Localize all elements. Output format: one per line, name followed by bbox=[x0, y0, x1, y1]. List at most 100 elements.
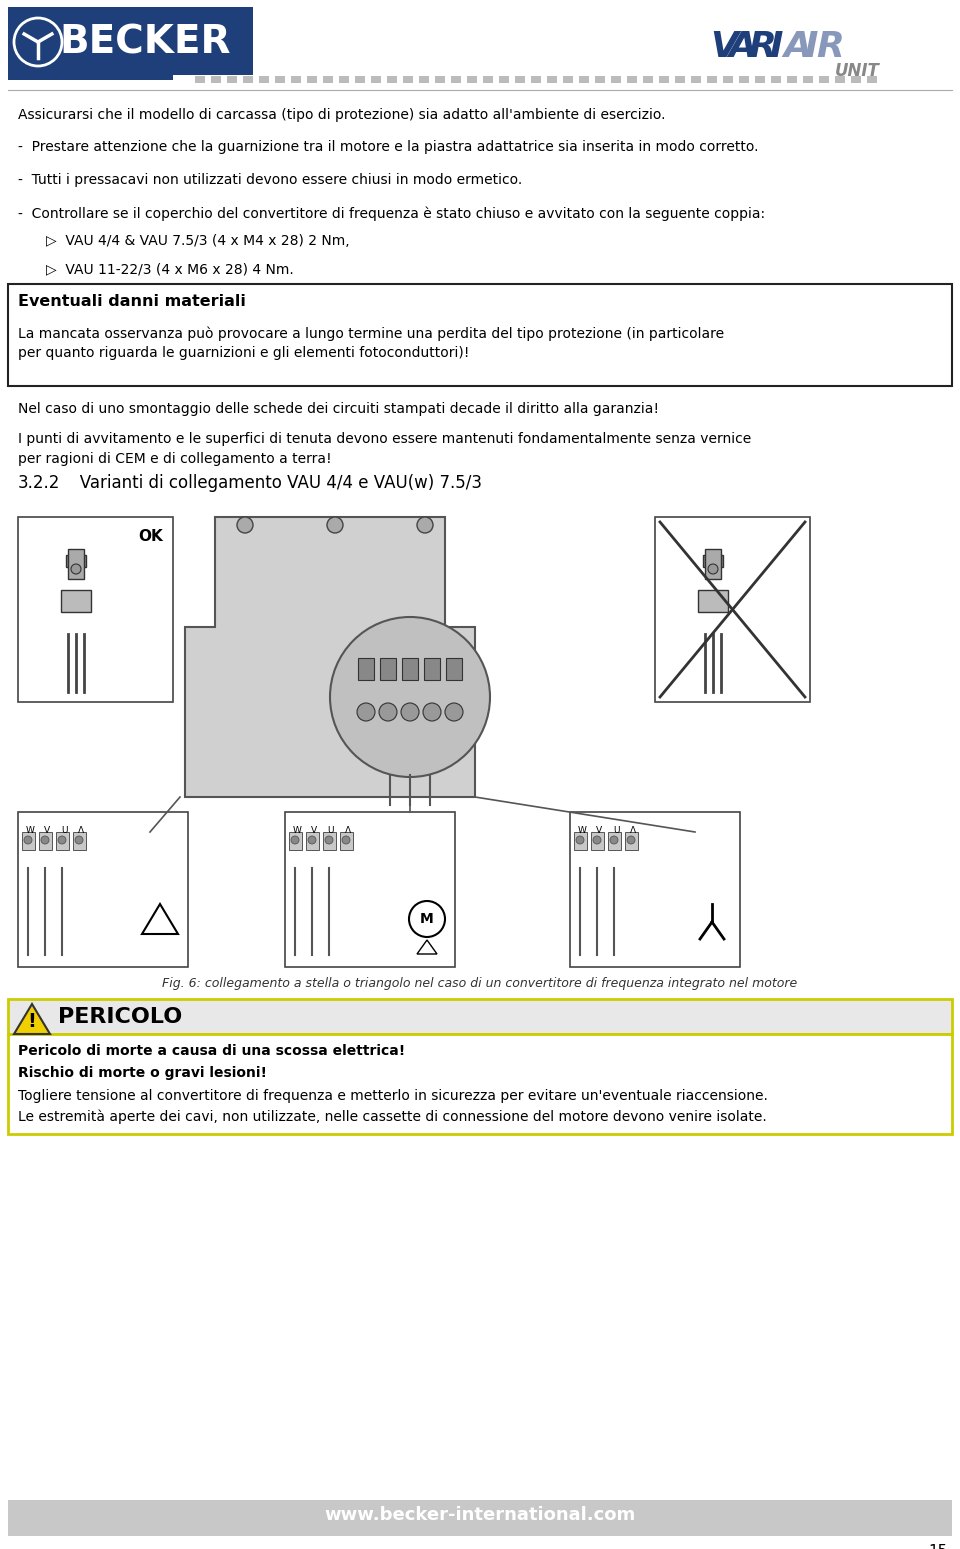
Text: per quanto riguarda le guarnizioni e gli elementi fotoconduttori)!: per quanto riguarda le guarnizioni e gli… bbox=[18, 345, 469, 359]
FancyBboxPatch shape bbox=[8, 999, 952, 1035]
Circle shape bbox=[576, 836, 584, 844]
Text: I: I bbox=[804, 29, 818, 64]
FancyBboxPatch shape bbox=[323, 832, 336, 850]
FancyBboxPatch shape bbox=[380, 658, 396, 680]
Circle shape bbox=[379, 703, 397, 720]
FancyBboxPatch shape bbox=[355, 76, 365, 84]
FancyBboxPatch shape bbox=[73, 832, 86, 850]
Text: UNIT: UNIT bbox=[835, 62, 880, 81]
Circle shape bbox=[325, 836, 333, 844]
FancyBboxPatch shape bbox=[851, 76, 861, 84]
FancyBboxPatch shape bbox=[499, 76, 509, 84]
FancyBboxPatch shape bbox=[627, 76, 637, 84]
FancyBboxPatch shape bbox=[755, 76, 765, 84]
FancyBboxPatch shape bbox=[387, 76, 397, 84]
Text: Le estremità aperte dei cavi, non utilizzate, nelle cassette di connessione del : Le estremità aperte dei cavi, non utiliz… bbox=[18, 1109, 767, 1123]
Circle shape bbox=[291, 836, 299, 844]
FancyBboxPatch shape bbox=[835, 76, 845, 84]
FancyBboxPatch shape bbox=[291, 76, 301, 84]
FancyBboxPatch shape bbox=[358, 658, 374, 680]
Text: W: W bbox=[26, 826, 35, 835]
Text: ▷  VAU 11-22/3 (4 x M6 x 28) 4 Nm.: ▷ VAU 11-22/3 (4 x M6 x 28) 4 Nm. bbox=[46, 262, 294, 276]
FancyBboxPatch shape bbox=[39, 832, 52, 850]
Text: A: A bbox=[783, 29, 811, 64]
FancyBboxPatch shape bbox=[8, 283, 952, 386]
FancyBboxPatch shape bbox=[739, 76, 749, 84]
FancyBboxPatch shape bbox=[195, 76, 205, 84]
Text: R: R bbox=[748, 29, 776, 64]
Circle shape bbox=[308, 836, 316, 844]
Circle shape bbox=[237, 517, 253, 533]
Text: U: U bbox=[60, 826, 67, 835]
Circle shape bbox=[41, 836, 49, 844]
FancyBboxPatch shape bbox=[8, 8, 253, 74]
Text: U: U bbox=[327, 826, 334, 835]
Text: ▷  VAU 4/4 & VAU 7.5/3 (4 x M4 x 28) 2 Nm,: ▷ VAU 4/4 & VAU 7.5/3 (4 x M4 x 28) 2 Nm… bbox=[46, 234, 349, 248]
FancyBboxPatch shape bbox=[68, 548, 84, 579]
Text: V: V bbox=[44, 826, 50, 835]
Text: OK: OK bbox=[138, 530, 163, 544]
Text: Eventuali danni materiali: Eventuali danni materiali bbox=[18, 294, 246, 308]
FancyBboxPatch shape bbox=[285, 812, 455, 967]
Circle shape bbox=[75, 836, 83, 844]
FancyBboxPatch shape bbox=[18, 812, 188, 967]
Text: BECKER: BECKER bbox=[60, 23, 230, 60]
FancyBboxPatch shape bbox=[531, 76, 541, 84]
FancyBboxPatch shape bbox=[483, 76, 493, 84]
Text: I: I bbox=[769, 29, 782, 64]
FancyBboxPatch shape bbox=[403, 76, 413, 84]
Text: M: M bbox=[420, 912, 434, 926]
FancyBboxPatch shape bbox=[467, 76, 477, 84]
FancyBboxPatch shape bbox=[691, 76, 701, 84]
Text: 3.2.2: 3.2.2 bbox=[18, 474, 60, 493]
FancyBboxPatch shape bbox=[8, 1035, 952, 1134]
Circle shape bbox=[71, 564, 81, 575]
FancyBboxPatch shape bbox=[340, 832, 353, 850]
Text: www.becker-international.com: www.becker-international.com bbox=[324, 1506, 636, 1524]
FancyBboxPatch shape bbox=[22, 832, 35, 850]
FancyBboxPatch shape bbox=[705, 548, 721, 579]
FancyBboxPatch shape bbox=[867, 76, 877, 84]
FancyBboxPatch shape bbox=[563, 76, 573, 84]
Circle shape bbox=[401, 703, 419, 720]
Text: Λ: Λ bbox=[630, 826, 636, 835]
Text: -  Tutti i pressacavi non utilizzati devono essere chiusi in modo ermetico.: - Tutti i pressacavi non utilizzati devo… bbox=[18, 173, 522, 187]
FancyBboxPatch shape bbox=[61, 590, 91, 612]
Circle shape bbox=[445, 703, 463, 720]
FancyBboxPatch shape bbox=[595, 76, 605, 84]
Text: Togliere tensione al convertitore di frequenza e metterlo in sicurezza per evita: Togliere tensione al convertitore di fre… bbox=[18, 1089, 768, 1103]
FancyBboxPatch shape bbox=[570, 812, 740, 967]
Text: Λ: Λ bbox=[345, 826, 351, 835]
Text: !: ! bbox=[28, 1011, 36, 1032]
FancyBboxPatch shape bbox=[787, 76, 797, 84]
FancyBboxPatch shape bbox=[625, 832, 638, 850]
Circle shape bbox=[610, 836, 618, 844]
Circle shape bbox=[357, 703, 375, 720]
FancyBboxPatch shape bbox=[451, 76, 461, 84]
FancyBboxPatch shape bbox=[574, 832, 587, 850]
FancyBboxPatch shape bbox=[8, 1499, 952, 1537]
Text: A: A bbox=[728, 29, 756, 64]
FancyBboxPatch shape bbox=[56, 832, 69, 850]
Text: Pericolo di morte a causa di una scossa elettrica!: Pericolo di morte a causa di una scossa … bbox=[18, 1044, 405, 1058]
FancyBboxPatch shape bbox=[675, 76, 685, 84]
Text: V: V bbox=[710, 29, 738, 64]
FancyBboxPatch shape bbox=[323, 76, 333, 84]
FancyBboxPatch shape bbox=[211, 76, 221, 84]
FancyBboxPatch shape bbox=[643, 76, 653, 84]
Text: V: V bbox=[311, 826, 317, 835]
FancyBboxPatch shape bbox=[659, 76, 669, 84]
Text: W: W bbox=[578, 826, 587, 835]
FancyBboxPatch shape bbox=[655, 517, 810, 702]
FancyBboxPatch shape bbox=[66, 555, 86, 567]
Text: Λ: Λ bbox=[78, 826, 84, 835]
Circle shape bbox=[24, 836, 32, 844]
Text: U: U bbox=[612, 826, 619, 835]
Circle shape bbox=[330, 617, 490, 778]
FancyBboxPatch shape bbox=[424, 658, 440, 680]
FancyBboxPatch shape bbox=[703, 555, 723, 567]
Circle shape bbox=[58, 836, 66, 844]
Circle shape bbox=[593, 836, 601, 844]
Circle shape bbox=[417, 517, 433, 533]
Text: W: W bbox=[293, 826, 301, 835]
